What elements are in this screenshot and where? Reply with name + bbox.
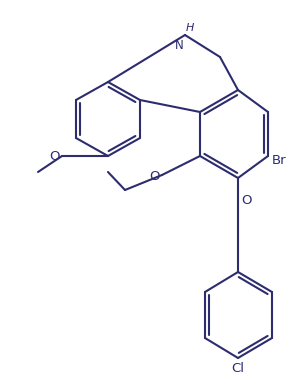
Text: N: N: [175, 39, 184, 52]
Text: O: O: [49, 151, 60, 164]
Text: O: O: [149, 169, 160, 183]
Text: O: O: [241, 193, 252, 207]
Text: Br: Br: [272, 154, 287, 166]
Text: Cl: Cl: [231, 362, 245, 375]
Text: H: H: [186, 23, 194, 33]
